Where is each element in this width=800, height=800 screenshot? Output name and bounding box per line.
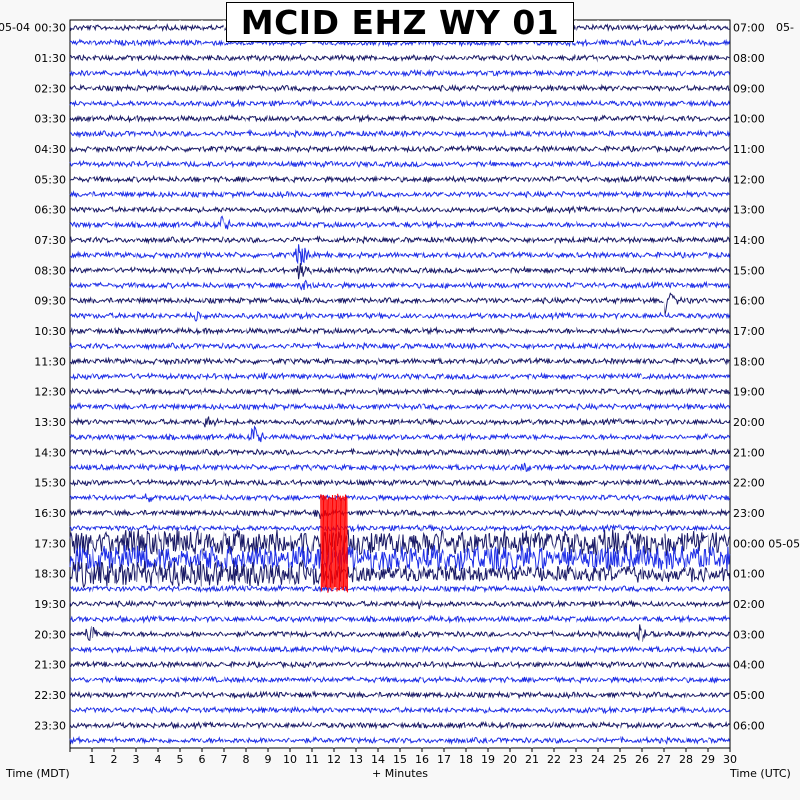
clipped-event [320,493,348,593]
right-time-label: 14:00 [733,234,765,247]
right-time-label: 18:00 [733,355,765,368]
left-time-label: 02:30 [34,82,66,95]
right-time-label: 03:00 [733,628,765,641]
x-tick-label: 25 [613,753,627,766]
x-tick-label: 11 [305,753,319,766]
left-time-label: 11:30 [34,355,66,368]
x-tick-label: 13 [349,753,363,766]
left-time-label: 07:30 [34,234,66,247]
right-time-label: 16:00 [733,295,765,308]
right-time-label: 23:00 [733,507,765,520]
right-time-label: 11:00 [733,143,765,156]
right-time-label: 02:00 [733,598,765,611]
chart-title: MCID EHZ WY 01 [226,2,574,42]
right-time-label: 08:00 [733,52,765,65]
right-time-label: 04:00 [733,659,765,672]
right-time-label: 13:00 [733,204,765,217]
x-tick-label: 2 [111,753,118,766]
right-time-label: 00:00 05-05 [733,537,800,550]
left-time-label: 03:30 [34,113,66,126]
x-tick-label: 21 [525,753,539,766]
left-time-label: 18:30 [34,568,66,581]
x-tick-label: 22 [547,753,561,766]
x-tick-label: 26 [635,753,649,766]
x-tick-label: 7 [221,753,228,766]
right-time-label: 19:00 [733,386,765,399]
right-time-label: 20:00 [733,416,765,429]
x-tick-label: 23 [569,753,583,766]
right-time-labels: 07:00 08:00 09:00 10:00 11:00 12:00 13:00 14:00… [733,22,800,733]
left-time-label: 14:30 [34,446,66,459]
x-tick-label: 30 [723,753,737,766]
right-time-label: 09:00 [733,82,765,95]
left-time-label: 09:30 [34,295,66,308]
x-axis-ticks: 1 2 3 4 5 6 7 8 9 10 11 12 13 14 15 16 17 18 19 20 21 22 23 24 2… [69,748,737,766]
left-time-label: 06:30 [34,204,66,217]
right-time-label: 05:00 [733,689,765,702]
left-time-label: 13:30 [34,416,66,429]
x-tick-label: 6 [199,753,206,766]
right-time-label: 01:00 [733,568,765,581]
x-tick-label: 29 [701,753,715,766]
right-time-label: 10:00 [733,113,765,126]
x-axis-title: + Minutes [372,767,428,780]
minute-gridlines [91,20,709,748]
right-time-label: 21:00 [733,446,765,459]
right-time-label: 12:00 [733,173,765,186]
right-time-label: 07:00 [733,22,765,35]
x-tick-label: 4 [155,753,162,766]
left-time-label: 20:30 [34,628,66,641]
left-time-label: 12:30 [34,386,66,399]
x-tick-label: 1 [89,753,96,766]
left-time-label: 15:30 [34,477,66,490]
right-time-label: 17:00 [733,325,765,338]
x-tick-label: 18 [459,753,473,766]
right-top-date-label: 05- [776,21,794,34]
left-time-label: 17:30 [34,537,66,550]
left-time-label: 21:30 [34,659,66,672]
left-time-label: 05:30 [34,173,66,186]
x-tick-label: 28 [679,753,693,766]
left-time-label: 19:30 [34,598,66,611]
left-time-labels: 00:30 01:30 02:30 03:30 04:30 05:30 06:30 07:30… [34,22,66,733]
left-time-label: 00:30 [34,22,66,35]
x-tick-label: 14 [371,753,385,766]
x-tick-label: 12 [327,753,341,766]
x-tick-label: 16 [415,753,429,766]
left-time-label: 08:30 [34,264,66,277]
x-tick-label: 9 [265,753,272,766]
left-time-label: 10:30 [34,325,66,338]
x-tick-label: 5 [177,753,184,766]
left-time-label: 01:30 [34,52,66,65]
right-axis-title: Time (UTC) [729,767,791,780]
left-time-label: 16:30 [34,507,66,520]
left-time-label: 23:30 [34,719,66,732]
x-tick-label: 10 [283,753,297,766]
left-time-label: 22:30 [34,689,66,702]
right-time-label: 06:00 [733,719,765,732]
right-time-label: 22:00 [733,477,765,490]
left-date-label: 05-04 [0,21,30,34]
x-tick-label: 20 [503,753,517,766]
x-tick-label: 17 [437,753,451,766]
left-time-label: 04:30 [34,143,66,156]
x-tick-label: 8 [243,753,250,766]
left-axis-title: Time (MDT) [5,767,70,780]
x-tick-label: 27 [657,753,671,766]
x-tick-label: 3 [133,753,140,766]
x-tick-label: 24 [591,753,605,766]
x-tick-label: 15 [393,753,407,766]
right-time-label: 15:00 [733,264,765,277]
clipped-signal [320,493,348,593]
x-tick-label: 19 [481,753,495,766]
